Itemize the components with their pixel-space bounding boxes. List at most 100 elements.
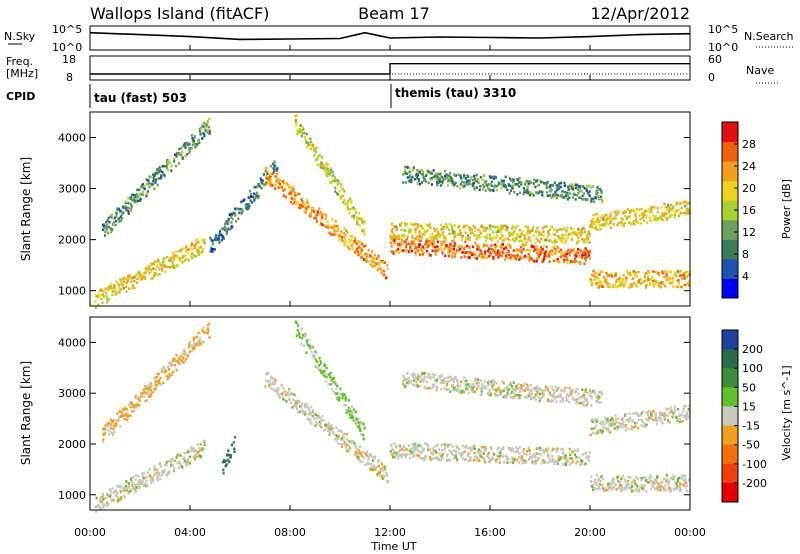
velocity-cell-1: [149, 392, 152, 396]
power-cell-0: [190, 241, 193, 245]
velocity-cell-8: [616, 428, 619, 431]
velocity-cell-5: [481, 456, 484, 459]
velocity-cell-1: [179, 362, 182, 365]
velocity-cell-6: [512, 391, 515, 395]
power-cell-7: [404, 171, 407, 175]
velocity-cell-6: [487, 381, 490, 384]
power-cell-5: [497, 249, 500, 252]
velocity-cell-0: [131, 483, 134, 487]
power-cell-5: [586, 249, 589, 252]
power-range-tick-label: 2000: [58, 234, 86, 247]
n-search-tick-low: 10^0: [708, 41, 738, 54]
velocity-cell-1: [193, 347, 196, 351]
power-cell-8: [595, 271, 598, 275]
velocity-cell-5: [430, 451, 433, 455]
power-cell-3: [351, 247, 354, 250]
velocity-cell-3: [293, 393, 296, 397]
velocity-cell-5: [560, 448, 563, 451]
velocity-cell-6: [451, 384, 455, 387]
power-cell-0: [182, 247, 185, 250]
velocity-cell-1: [196, 342, 199, 345]
power-cell-8: [615, 286, 618, 289]
power-cell-0: [180, 257, 184, 260]
power-cell-7: [595, 192, 598, 195]
power-cell-7: [525, 179, 528, 183]
power-cell-7: [570, 183, 573, 186]
power-cell-4: [309, 140, 312, 144]
power-cell-3: [361, 243, 364, 246]
velocity-cell-5: [482, 450, 486, 453]
velocity-cell-0: [167, 460, 170, 463]
velocity-cell-3: [330, 424, 333, 427]
velocity-cell-5: [548, 460, 551, 463]
velocity-cell-6: [450, 378, 453, 382]
velocity-cell-3: [273, 382, 276, 385]
power-cell-6: [427, 229, 430, 232]
velocity-cell-5: [482, 457, 485, 460]
velocity-cell-1: [207, 329, 210, 332]
power-cell-3: [377, 263, 380, 267]
power-cell-5: [573, 260, 576, 264]
power-cell-6: [548, 239, 551, 242]
power-cell-5: [397, 247, 400, 251]
velocity-cell-5: [568, 447, 571, 451]
power-cell-4: [318, 154, 322, 157]
velocity-cell-5: [564, 454, 567, 458]
velocity-cell-4: [308, 344, 311, 347]
velocity-cell-8: [643, 422, 646, 426]
power-cell-6: [536, 230, 540, 234]
velocity-cell-5: [569, 457, 572, 460]
power-cell-7: [472, 174, 476, 178]
power-cell-3: [309, 212, 312, 216]
power-cell-2: [259, 177, 262, 180]
power-cell-4: [314, 158, 317, 162]
power-cell-1: [165, 160, 169, 164]
power-cell-6: [521, 240, 524, 244]
velocity-cell-6: [585, 398, 589, 401]
velocity-cell-3: [277, 387, 280, 390]
velocity-cell-0: [170, 459, 173, 462]
velocity-cell-7: [599, 483, 602, 486]
power-cell-7: [484, 189, 487, 192]
power-cell-6: [391, 234, 395, 238]
velocity-cell-5: [569, 453, 572, 457]
velocity-cell-1: [109, 425, 112, 428]
velocity-cell-3: [310, 405, 313, 409]
velocity-cell-5: [493, 453, 496, 456]
power-cell-3: [382, 269, 385, 273]
velocity-cell-7: [676, 485, 679, 488]
power-cell-4: [333, 176, 336, 179]
power-cell-0: [160, 263, 163, 267]
velocity-cell-3: [346, 438, 349, 441]
velocity-cell-3: [355, 451, 358, 454]
power-cell-5: [493, 243, 496, 246]
velocity-cell-6: [465, 379, 468, 383]
power-cell-8: [685, 275, 688, 279]
power-cell-5: [427, 244, 430, 247]
power-cell-3: [381, 261, 384, 264]
velocity-cell-1: [197, 344, 200, 347]
power-cell-4: [303, 131, 306, 135]
velocity-cell-1: [157, 379, 160, 382]
velocity-cell-0: [184, 459, 187, 463]
velocity-cell-7: [649, 480, 652, 484]
power-cell-6: [563, 227, 566, 230]
power-cell-9: [609, 220, 612, 224]
velocity-cell-1: [138, 399, 141, 402]
velocity-cell-4: [354, 420, 357, 424]
velocity-cell-7: [650, 475, 653, 479]
velocity-cell-6: [411, 383, 414, 386]
velocity-cell-4: [348, 413, 351, 416]
power-cell-4: [346, 199, 349, 203]
power-cell-7: [505, 185, 508, 188]
velocity-cell-7: [624, 480, 627, 483]
velocity-cell-2: [233, 436, 237, 439]
velocity-cell-5: [395, 453, 398, 457]
velocity-cell-4: [341, 392, 344, 396]
power-cell-1: [193, 142, 197, 146]
velocity-cell-3: [360, 460, 363, 464]
velocity-cell-4: [323, 363, 326, 366]
velocity-cell-7: [647, 481, 650, 484]
power-cell-1: [132, 196, 135, 200]
power-cell-1: [173, 160, 176, 163]
